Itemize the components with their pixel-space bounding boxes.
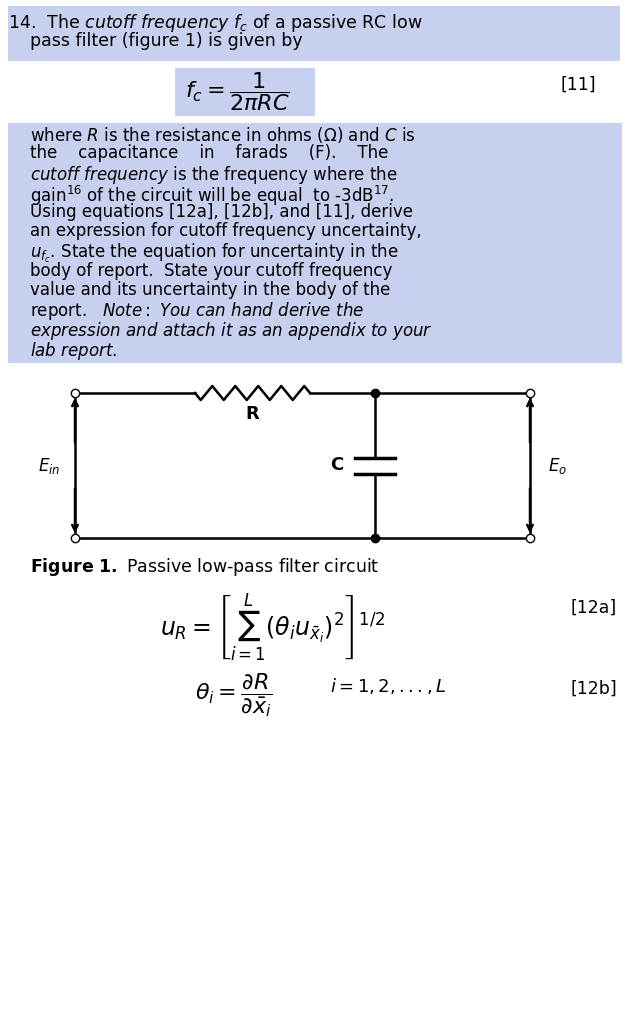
Text: $\theta_i = \dfrac{\partial R}{\partial \bar{x}_i}$: $\theta_i = \dfrac{\partial R}{\partial … [195, 671, 272, 719]
Text: $u_{f_c}$. State the equation for uncertainty in the: $u_{f_c}$. State the equation for uncert… [30, 242, 399, 265]
Text: $\mathbf{R}$: $\mathbf{R}$ [245, 406, 260, 423]
Text: $E_o$: $E_o$ [548, 456, 567, 475]
Text: $E_{in}$: $E_{in}$ [38, 456, 60, 475]
Text: [12b]: [12b] [570, 680, 617, 698]
Text: an expression for cutoff frequency uncertainty,: an expression for cutoff frequency uncer… [30, 222, 422, 241]
Text: $\it{lab\ report.}$: $\it{lab\ report.}$ [30, 340, 118, 361]
Text: 14.  The $\it{cutoff\ frequency}$ $\it{f_c}$ of a passive RC low: 14. The $\it{cutoff\ frequency}$ $\it{f_… [8, 12, 423, 34]
Text: value and its uncertainty in the body of the: value and its uncertainty in the body of… [30, 281, 391, 299]
Text: gain$^{16}$ of the circuit will be equal  to -3dB$^{17}$.: gain$^{16}$ of the circuit will be equal… [30, 183, 394, 208]
Text: the    capacitance    in    farads    (F).    The: the capacitance in farads (F). The [30, 144, 388, 163]
Text: $\mathbf{Figure\ 1.}$ Passive low-pass filter circuit: $\mathbf{Figure\ 1.}$ Passive low-pass f… [30, 556, 379, 578]
Text: $u_R = \left[\sum_{i=1}^{L}(\theta_i u_{\bar{x}_i})^2\right]^{1/2}$: $u_R = \left[\sum_{i=1}^{L}(\theta_i u_{… [160, 591, 385, 663]
Text: [11]: [11] [560, 76, 596, 94]
Text: $i = 1, 2, ..., L$: $i = 1, 2, ..., L$ [330, 676, 447, 696]
FancyBboxPatch shape [8, 6, 620, 61]
Text: [12a]: [12a] [570, 599, 616, 617]
FancyBboxPatch shape [175, 68, 315, 116]
Text: $\it{expression\ and\ attach\ it\ as\ an\ appendix\ to\ your}$: $\it{expression\ and\ attach\ it\ as\ an… [30, 319, 433, 342]
Text: $\it{cutoff\ frequency}$ is the frequency where the: $\it{cutoff\ frequency}$ is the frequenc… [30, 164, 398, 186]
Text: $\mathbf{C}$: $\mathbf{C}$ [330, 457, 344, 474]
Text: where $R$ is the resistance in ohms ($\Omega$) and $C$ is: where $R$ is the resistance in ohms ($\O… [30, 125, 416, 145]
Text: pass filter (figure 1) is given by: pass filter (figure 1) is given by [30, 32, 303, 50]
Text: $f_c = \dfrac{1}{2\pi RC}$: $f_c = \dfrac{1}{2\pi RC}$ [185, 70, 290, 113]
FancyBboxPatch shape [8, 123, 622, 362]
Text: report.   $\it{Note:\ You\ can\ hand\ derive\ the}$: report. $\it{Note:\ You\ can\ hand\ deri… [30, 300, 364, 323]
Text: Using equations [12a], [12b], and [11], derive: Using equations [12a], [12b], and [11], … [30, 203, 413, 221]
Text: body of report.  State your cutoff frequency: body of report. State your cutoff freque… [30, 261, 392, 280]
